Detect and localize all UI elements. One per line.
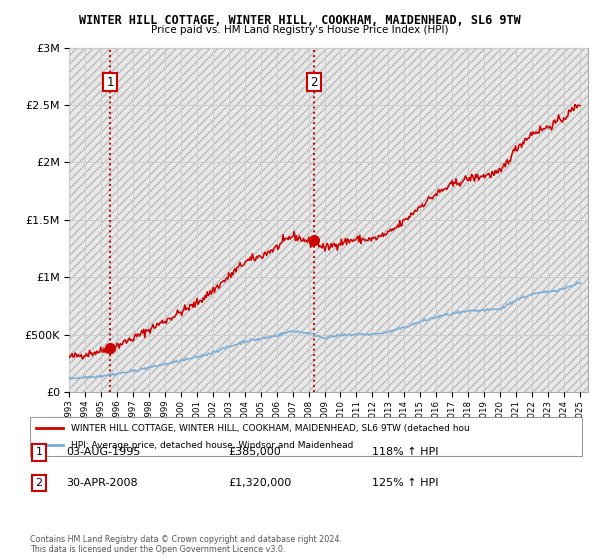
Text: 1: 1 <box>106 76 114 88</box>
Text: 30-APR-2008: 30-APR-2008 <box>66 478 137 488</box>
FancyBboxPatch shape <box>30 417 582 456</box>
Text: 03-AUG-1995: 03-AUG-1995 <box>66 447 140 457</box>
Text: This data is licensed under the Open Government Licence v3.0.: This data is licensed under the Open Gov… <box>30 545 286 554</box>
Text: WINTER HILL COTTAGE, WINTER HILL, COOKHAM, MAIDENHEAD, SL6 9TW (detached hou: WINTER HILL COTTAGE, WINTER HILL, COOKHA… <box>71 424 470 433</box>
Text: £1,320,000: £1,320,000 <box>228 478 291 488</box>
Text: 2: 2 <box>310 76 317 88</box>
Text: £385,000: £385,000 <box>228 447 281 457</box>
Text: WINTER HILL COTTAGE, WINTER HILL, COOKHAM, MAIDENHEAD, SL6 9TW: WINTER HILL COTTAGE, WINTER HILL, COOKHA… <box>79 14 521 27</box>
Text: Price paid vs. HM Land Registry's House Price Index (HPI): Price paid vs. HM Land Registry's House … <box>151 25 449 35</box>
Text: Contains HM Land Registry data © Crown copyright and database right 2024.: Contains HM Land Registry data © Crown c… <box>30 535 342 544</box>
Text: 118% ↑ HPI: 118% ↑ HPI <box>372 447 439 457</box>
Text: 2: 2 <box>35 478 43 488</box>
Text: 1: 1 <box>35 447 43 457</box>
Text: HPI: Average price, detached house, Windsor and Maidenhead: HPI: Average price, detached house, Wind… <box>71 441 354 450</box>
Text: 125% ↑ HPI: 125% ↑ HPI <box>372 478 439 488</box>
